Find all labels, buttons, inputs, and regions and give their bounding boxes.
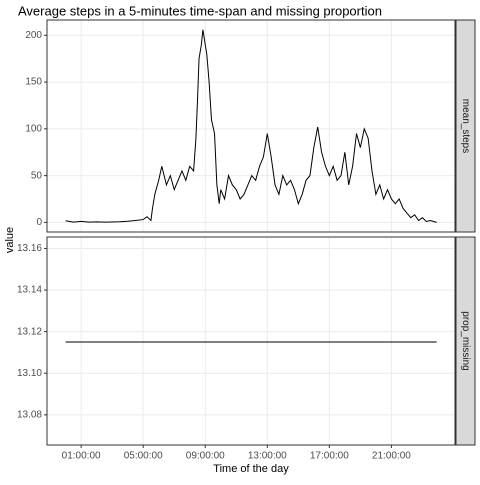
y-tick-label: 13.10 <box>17 368 42 379</box>
x-tick-label: 21:00:00 <box>372 451 411 462</box>
y-tick-label: 13.12 <box>17 326 42 337</box>
y-tick-label: 150 <box>25 77 42 88</box>
y-tick-label: 13.16 <box>17 243 42 254</box>
panel-background <box>47 20 455 232</box>
x-tick-label: 09:00:00 <box>186 451 225 462</box>
x-tick-label: 17:00:00 <box>310 451 349 462</box>
y-tick-label: 100 <box>25 123 42 134</box>
strip <box>455 19 476 233</box>
x-tick-label: 01:00:00 <box>62 451 101 462</box>
y-tick-label: 50 <box>31 170 43 181</box>
panel-border <box>46 19 456 233</box>
panel-border <box>46 236 456 446</box>
chart-title: Average steps in a 5-minutes time-span a… <box>18 3 382 18</box>
y-tick-label: 13.08 <box>17 409 42 420</box>
x-tick-label: 05:00:00 <box>124 451 163 462</box>
y-tick-label: 200 <box>25 30 42 41</box>
x-axis-label: Time of the day <box>213 463 289 475</box>
y-tick-label: 13.14 <box>17 285 42 296</box>
strip-label: mean_steps <box>460 99 471 153</box>
data-line <box>65 29 437 223</box>
panel-background <box>47 237 455 445</box>
x-tick-label: 13:00:00 <box>248 451 287 462</box>
strip-label: prop_missing <box>460 311 471 370</box>
strip <box>455 236 476 446</box>
y-axis-label: value <box>4 227 16 253</box>
y-tick-label: 0 <box>36 217 42 228</box>
